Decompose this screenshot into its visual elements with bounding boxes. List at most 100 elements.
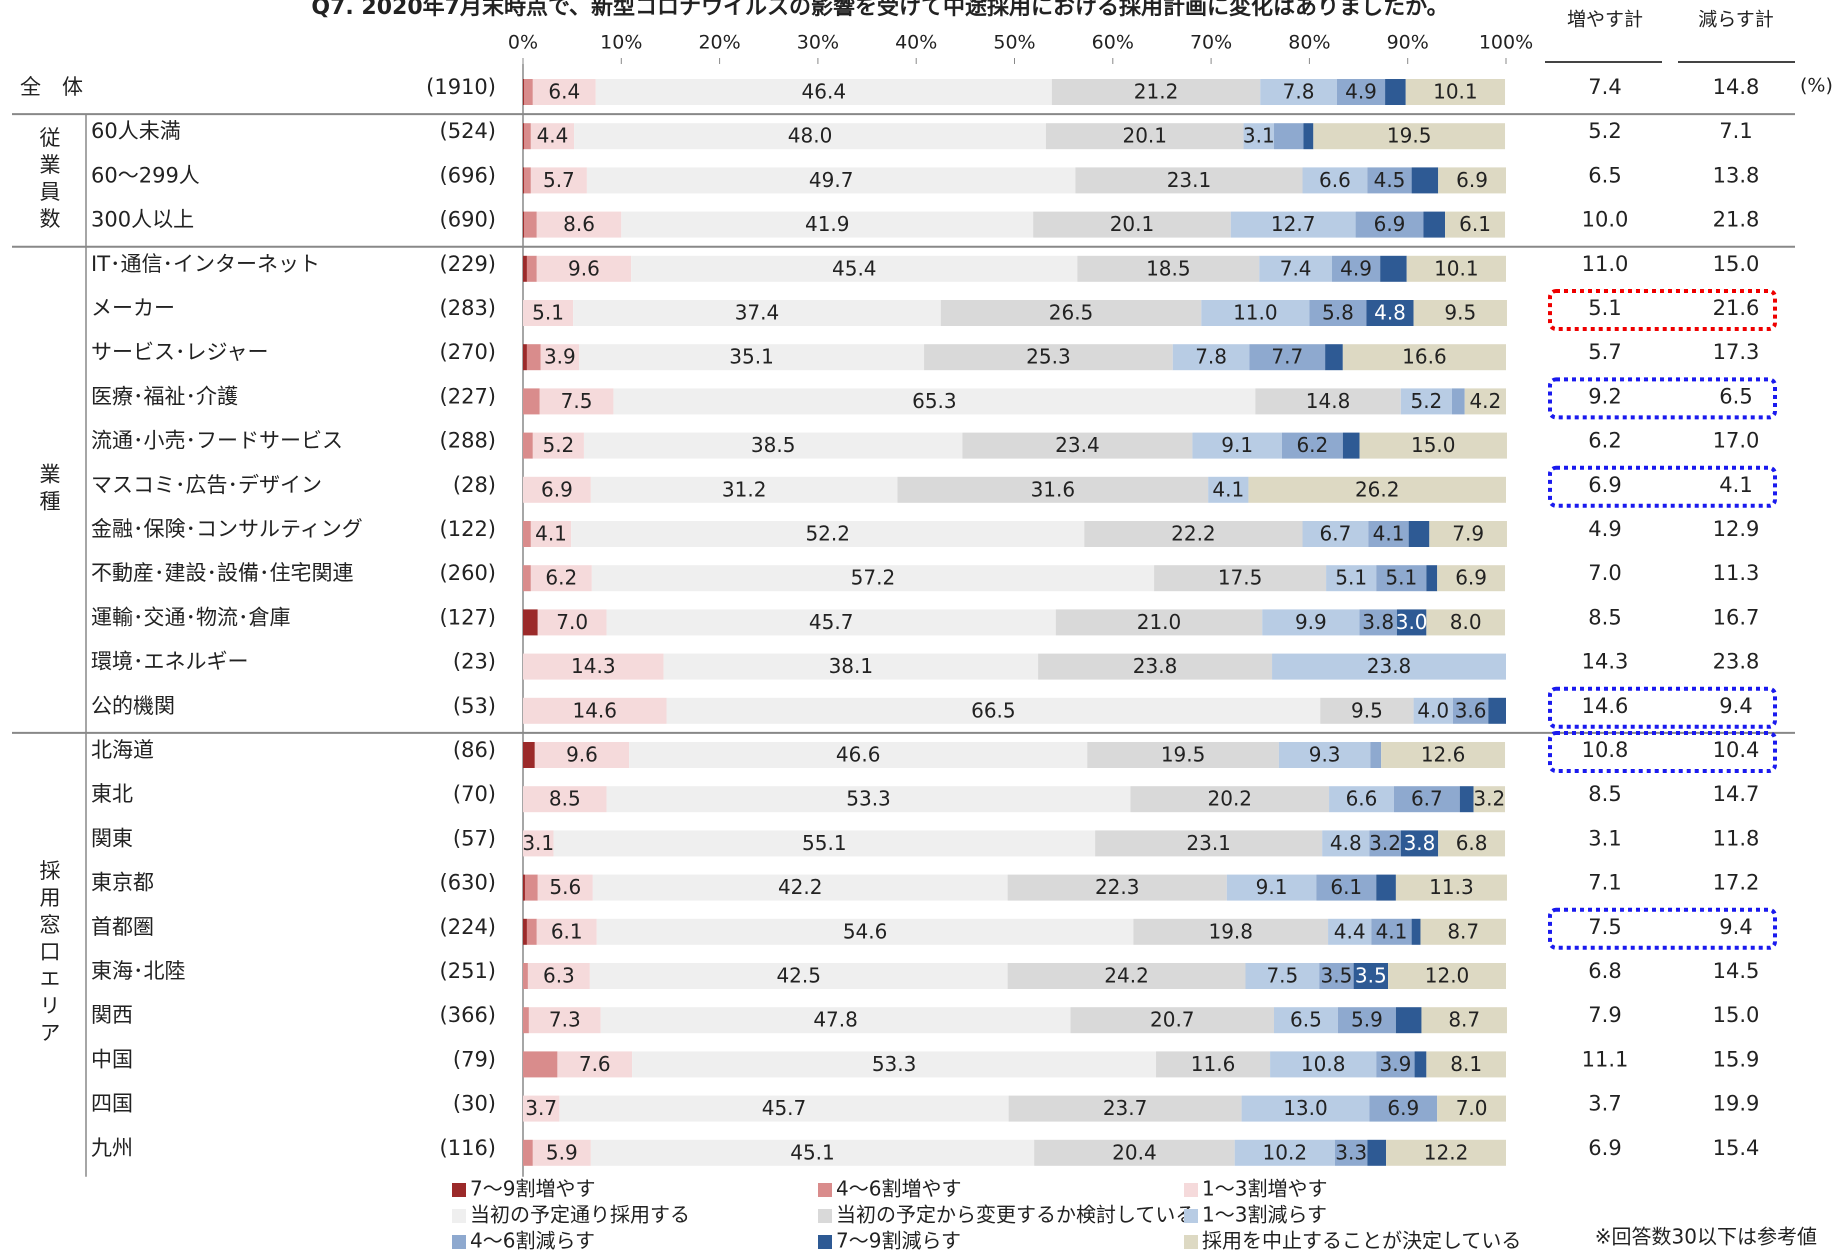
data-label: 21.2 xyxy=(1134,80,1179,104)
data-label: 6.9 xyxy=(1387,1096,1419,1120)
decrease-total: 15.0 xyxy=(1713,252,1760,276)
bar-segment xyxy=(1426,1051,1506,1078)
bar-segment xyxy=(1241,1095,1370,1122)
bar-segment xyxy=(530,521,572,547)
bar-segment xyxy=(523,963,528,989)
data-label: 45.1 xyxy=(790,1140,835,1164)
row-count: (127) xyxy=(440,605,496,629)
bar-segment xyxy=(1411,167,1439,194)
row-label: 60～299人 xyxy=(91,163,200,187)
increase-total: 8.5 xyxy=(1588,782,1621,806)
bar-segment xyxy=(897,476,1209,503)
group-label: 従業員数 xyxy=(37,126,61,234)
data-label: 54.6 xyxy=(843,919,888,943)
bar-segment xyxy=(1302,521,1369,547)
increase-total: 11.0 xyxy=(1582,252,1629,276)
bar-segment xyxy=(1420,918,1506,945)
bar-segment xyxy=(523,123,524,150)
data-label: 10.8 xyxy=(1301,1052,1346,1076)
bar-segment xyxy=(595,79,1052,105)
legend-swatch xyxy=(818,1183,832,1197)
bar-segment xyxy=(523,211,537,238)
bar-segment xyxy=(1334,1139,1368,1166)
decrease-total: 4.1 xyxy=(1719,473,1752,497)
bar-segment xyxy=(1322,830,1370,857)
bar-segment xyxy=(1130,786,1330,813)
data-label: 7.7 xyxy=(1271,345,1303,369)
bar-segment xyxy=(523,565,531,592)
increase-total: 6.9 xyxy=(1588,1136,1621,1160)
bar-segment xyxy=(1272,653,1506,680)
bar-segment xyxy=(591,565,1155,592)
bar-segment xyxy=(559,1095,1009,1122)
row-count: (260) xyxy=(440,561,496,585)
data-label: 38.1 xyxy=(829,654,874,678)
bar-segment xyxy=(1413,300,1507,326)
highlight-box xyxy=(1548,907,1777,950)
bar-segment xyxy=(589,963,1008,989)
decrease-total: 17.3 xyxy=(1713,340,1760,364)
increase-total: 5.2 xyxy=(1588,119,1621,143)
row-count: (79) xyxy=(453,1047,496,1071)
row-label: 首都圏 xyxy=(91,915,154,939)
bar-segment xyxy=(1371,918,1412,945)
bar-segment xyxy=(1359,432,1507,459)
legend-swatch xyxy=(1184,1209,1198,1223)
data-label: 21.0 xyxy=(1137,610,1182,634)
row-count: (28) xyxy=(453,473,496,497)
data-label: 23.8 xyxy=(1133,654,1178,678)
bar-segment xyxy=(1342,344,1506,371)
bar-segment xyxy=(1055,609,1263,636)
data-label: 7.0 xyxy=(556,610,588,634)
bar-segment xyxy=(1313,123,1506,150)
decrease-total: 16.7 xyxy=(1713,605,1760,629)
bar-segment xyxy=(532,79,596,105)
legend-label: 4～6割増やす xyxy=(836,1177,961,1201)
data-label: 19.5 xyxy=(1161,743,1206,767)
bar-segment xyxy=(1320,697,1414,724)
bar-segment xyxy=(571,521,1085,547)
bar-segment xyxy=(1154,565,1327,592)
bar-segment xyxy=(1226,874,1317,901)
data-label: 22.2 xyxy=(1171,522,1216,546)
bar-segment xyxy=(1316,874,1377,901)
increase-total: 9.2 xyxy=(1588,384,1621,408)
data-label: 12.0 xyxy=(1425,964,1470,988)
increase-total: 6.9 xyxy=(1588,473,1621,497)
bar-segment xyxy=(1270,1051,1377,1078)
bar-segment xyxy=(528,1007,601,1034)
data-label: 7.6 xyxy=(579,1052,611,1076)
data-label: 4.2 xyxy=(1469,389,1501,413)
increase-total: 8.5 xyxy=(1588,605,1621,629)
data-label: 20.1 xyxy=(1122,124,1167,148)
bar-segment xyxy=(534,742,630,768)
row-count: (288) xyxy=(440,429,496,453)
x-tick-label: 30% xyxy=(797,32,839,54)
highlight-box xyxy=(1548,731,1777,773)
data-label: 4.4 xyxy=(1334,919,1366,943)
decrease-total: 11.3 xyxy=(1713,561,1760,585)
data-label: 5.1 xyxy=(1335,566,1367,590)
highlight-box xyxy=(1548,289,1777,331)
data-label: 4.9 xyxy=(1345,80,1377,104)
bar-segment xyxy=(1408,521,1430,547)
column-header: 減らす計 xyxy=(1698,9,1774,31)
bar-segment xyxy=(1007,874,1227,901)
data-label: 42.2 xyxy=(778,875,823,899)
data-label: 3.7 xyxy=(525,1096,557,1120)
data-label: 6.7 xyxy=(1320,522,1352,546)
row-count: (57) xyxy=(453,826,496,850)
bar-segment xyxy=(1172,344,1250,371)
data-label: 4.1 xyxy=(535,522,567,546)
decrease-total: 17.2 xyxy=(1713,871,1760,895)
data-label: 6.2 xyxy=(545,566,577,590)
x-tick-label: 80% xyxy=(1288,32,1330,54)
bar-segment xyxy=(523,653,664,680)
legend-swatch xyxy=(818,1209,832,1223)
bar-segment xyxy=(574,123,1046,150)
data-label: 9.9 xyxy=(1295,610,1327,634)
legend-label: 当初の予定から変更するか検討している xyxy=(836,1203,1195,1227)
increase-total: 7.9 xyxy=(1588,1003,1621,1027)
increase-total: 14.3 xyxy=(1582,650,1629,674)
data-label: 16.6 xyxy=(1402,345,1447,369)
